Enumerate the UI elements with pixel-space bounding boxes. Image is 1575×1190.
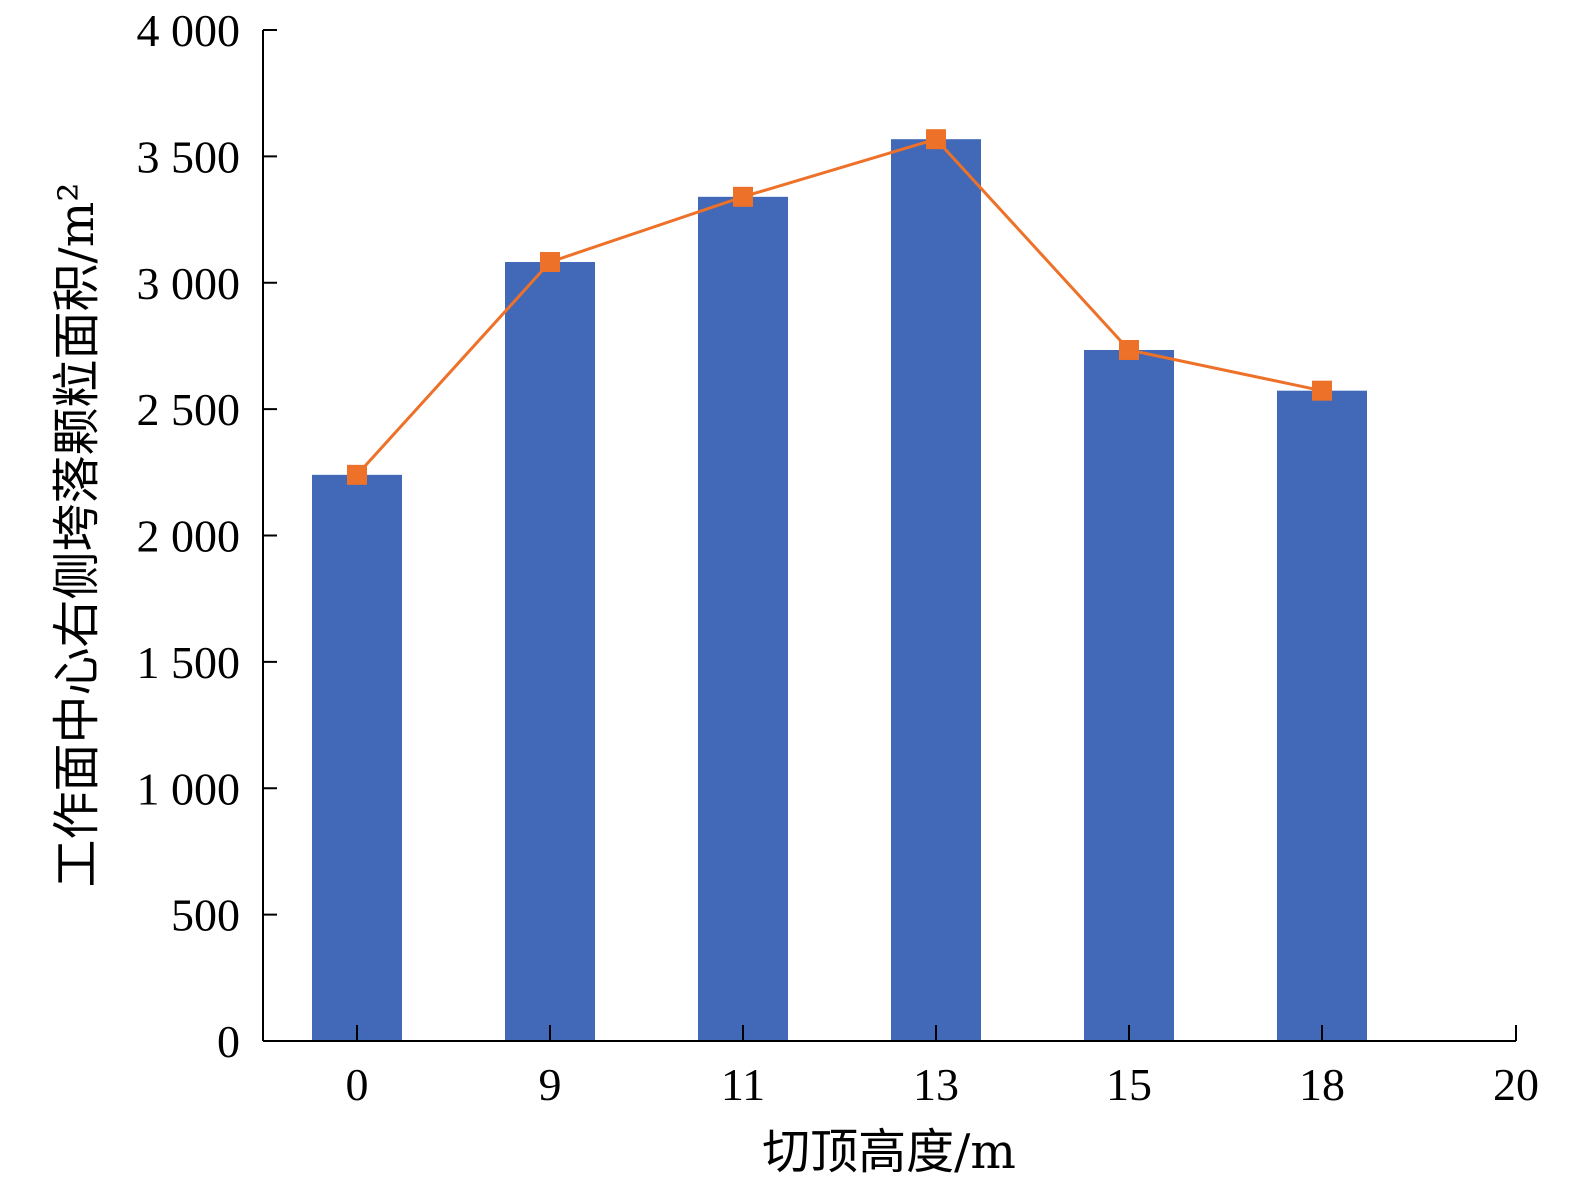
y-ticks: 0 500 1 000 1 500 2 000 2 500 3 000 3 500 4 000: [137, 5, 277, 1067]
line-path: [355, 137, 1323, 476]
x-tick-label-15: 15: [1106, 1059, 1152, 1110]
bar-13: [891, 139, 981, 1042]
bar-15: [1084, 349, 1174, 1041]
x-axis-title: 切顶高度/m: [762, 1124, 1016, 1180]
x-tick-label-20: 20: [1493, 1059, 1539, 1110]
bar-18: [1277, 390, 1367, 1041]
y-tick-label-3500: 3 500: [137, 131, 241, 182]
line-point-11: [733, 186, 753, 207]
bar-0: [312, 474, 402, 1042]
y-tick-label-3000: 3 000: [137, 258, 241, 309]
y-tick-label-2500: 2 500: [137, 384, 241, 435]
line-point-13: [926, 129, 946, 150]
line-point-15: [1119, 339, 1139, 360]
y-tick-label-500: 500: [171, 890, 240, 941]
y-tick-label-0: 0: [217, 1016, 240, 1067]
y-tick-label-2000: 2 000: [137, 511, 241, 562]
x-tick-label-0: 0: [346, 1059, 369, 1110]
x-ticks: 0 9 11 13 15 18 20: [346, 1025, 1539, 1110]
y-tick-label-1500: 1 500: [137, 637, 241, 688]
bar-11: [698, 196, 788, 1041]
line-point-18: [1312, 380, 1332, 401]
bar-series: [312, 139, 1367, 1042]
y-tick-label-1000: 1 000: [137, 763, 241, 814]
line-point-0: [347, 464, 367, 485]
x-tick-label-13: 13: [913, 1059, 959, 1110]
line-point-9: [540, 252, 560, 273]
y-tick-label-4000: 4 000: [137, 5, 241, 56]
y-axis-title: 工作面中心右侧垮落颗粒面积/m²: [49, 183, 105, 888]
line-series: [347, 129, 1332, 485]
x-tick-label-11: 11: [721, 1059, 765, 1110]
x-tick-label-18: 18: [1299, 1059, 1345, 1110]
x-tick-label-9: 9: [539, 1059, 562, 1110]
bar-9: [505, 262, 595, 1041]
